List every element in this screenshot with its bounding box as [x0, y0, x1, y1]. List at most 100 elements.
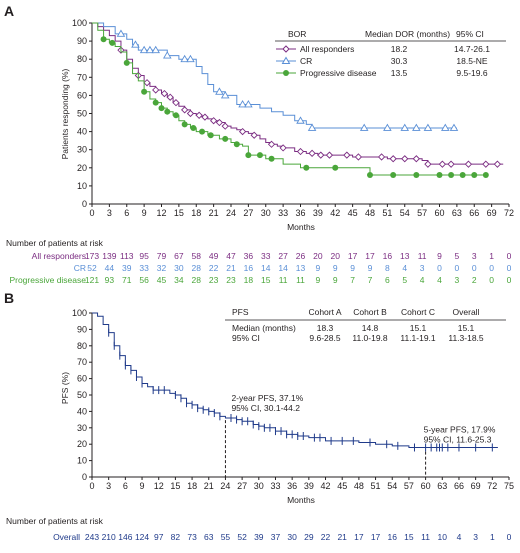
- risk-count: 16: [383, 251, 393, 261]
- risk-count: 5: [455, 251, 460, 261]
- x-tick-label: 42: [330, 208, 340, 218]
- censor-marker: [172, 99, 180, 107]
- table-cell: 18.3: [317, 323, 334, 333]
- censor-marker: [400, 123, 410, 131]
- x-tick-label: 72: [504, 208, 514, 218]
- x-tick-label: 18: [191, 208, 201, 218]
- censor-marker: [151, 45, 160, 54]
- censor-marker: [307, 123, 317, 131]
- risk-count: 21: [337, 532, 347, 542]
- risk-count: 47: [226, 251, 236, 261]
- risk-count: 4: [420, 275, 425, 285]
- censor-marker: [141, 88, 148, 95]
- y-tick-label: 30: [77, 145, 87, 155]
- x-tick-label: 51: [382, 208, 392, 218]
- table-cell: 11.0-19.8: [352, 333, 388, 343]
- legend-marker: [283, 70, 289, 76]
- risk-count: 15: [404, 532, 414, 542]
- series-line-1: [92, 22, 457, 129]
- censor-marker: [164, 108, 171, 115]
- risk-count: 3: [472, 251, 477, 261]
- table-row-label: 95% CI: [232, 333, 260, 343]
- y-tick-label: 100: [72, 308, 87, 318]
- censor-marker: [152, 86, 160, 94]
- censor-marker: [493, 160, 502, 168]
- risk-count: 39: [254, 532, 264, 542]
- censor-marker: [377, 153, 386, 161]
- table-header-cohort: Cohort A: [308, 307, 341, 317]
- risk-count: 21: [226, 263, 236, 273]
- risk-count: 2: [472, 275, 477, 285]
- censor-marker: [279, 144, 287, 152]
- censor-marker: [181, 106, 189, 114]
- x-tick-label: 15: [170, 481, 180, 491]
- risk-count: 79: [157, 251, 167, 261]
- censor-marker: [438, 160, 447, 168]
- risk-count: 44: [105, 263, 115, 273]
- risk-count: 139: [102, 251, 116, 261]
- table-header-cohort: Cohort B: [353, 307, 387, 317]
- risk-count: 9: [333, 275, 338, 285]
- censor-marker: [482, 172, 489, 179]
- panel-b-annotations: 2-year PFS, 37.1%95% CI, 30.1-44.2 5-year…: [224, 393, 496, 477]
- panel-b-summary-table: PFS Cohort A Cohort B Cohort C Overall Median…: [225, 307, 506, 343]
- censor-marker: [412, 123, 421, 131]
- risk-count: 17: [354, 532, 364, 542]
- risk-group-label: Overall: [53, 532, 80, 542]
- x-tick-label: 57: [404, 481, 414, 491]
- y-tick-label: 90: [77, 324, 87, 334]
- table-header-cohort: Overall: [453, 307, 480, 317]
- legend-label: Progressive disease: [300, 68, 377, 78]
- risk-count: 0: [472, 263, 477, 273]
- censor-marker: [267, 140, 276, 148]
- x-tick-label: 0: [89, 208, 94, 218]
- censor-marker: [436, 172, 443, 179]
- risk-group-label: Progressive disease: [9, 275, 86, 285]
- censor-marker: [233, 141, 240, 148]
- risk-count: 0: [437, 263, 442, 273]
- censor-marker: [332, 164, 339, 171]
- censor-marker: [448, 172, 455, 179]
- risk-count: 124: [135, 532, 149, 542]
- censor-marker: [238, 127, 247, 136]
- risk-count: 11: [296, 275, 305, 285]
- risk-count: 0: [507, 532, 512, 542]
- y-tick-label: 60: [77, 374, 87, 384]
- risk-count: 55: [221, 532, 231, 542]
- x-tick-label: 30: [261, 208, 271, 218]
- censor-marker: [186, 54, 195, 63]
- risk-count: 93: [105, 275, 115, 285]
- x-tick-label: 9: [142, 208, 147, 218]
- series-line-0: [92, 22, 504, 165]
- censor-marker: [303, 164, 310, 171]
- risk-count: 33: [261, 251, 271, 261]
- x-tick-label: 69: [471, 481, 481, 491]
- risk-count: 146: [118, 532, 132, 542]
- legend-median: 13.5: [391, 68, 408, 78]
- x-tick-label: 3: [107, 208, 112, 218]
- censor-marker: [459, 172, 466, 179]
- x-tick-label: 36: [295, 208, 305, 218]
- risk-count: 9: [316, 263, 321, 273]
- censor-marker: [123, 59, 130, 66]
- legend-label: All responders: [300, 44, 354, 54]
- censor-marker: [449, 123, 459, 131]
- annotation-label: 2-year PFS, 37.1%: [231, 393, 303, 403]
- risk-count: 9: [316, 275, 321, 285]
- y-tick-label: 90: [77, 36, 87, 46]
- censor-marker: [447, 160, 455, 168]
- legend-marker: [281, 56, 291, 64]
- legend-ci: 9.5-19.6: [456, 68, 487, 78]
- x-tick-label: 48: [354, 481, 364, 491]
- censor-marker: [215, 118, 224, 127]
- y-tick-label: 20: [77, 163, 87, 173]
- x-tick-label: 9: [140, 481, 145, 491]
- censor-marker: [209, 117, 218, 125]
- censor-marker: [296, 147, 305, 156]
- risk-count: 32: [157, 263, 167, 273]
- panel-b-letter: B: [4, 290, 14, 306]
- risk-count: 33: [139, 263, 149, 273]
- risk-count: 9: [350, 263, 355, 273]
- legend-median: 30.3: [391, 56, 408, 66]
- x-tick-label: 36: [287, 481, 297, 491]
